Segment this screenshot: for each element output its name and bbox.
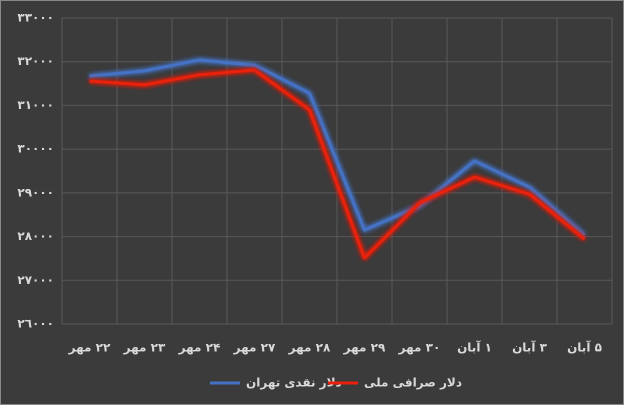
y-tick-label: ٢٨٠٠٠: [17, 229, 54, 243]
y-tick-label: ٣٣٠٠٠: [17, 11, 54, 25]
y-tick-label: ٣٢٠٠٠: [17, 54, 54, 68]
x-tick-label: ۲۲ مهر: [68, 341, 111, 355]
legend-label: دلار صرافی ملی: [364, 376, 462, 390]
x-tick-label: ۱ آبان: [457, 340, 492, 355]
legend-label: دلار نقدی تهران: [246, 376, 342, 390]
y-tick-label: ٣٠٠٠٠: [17, 142, 54, 156]
y-tick-label: ٢٧٠٠٠: [17, 273, 54, 287]
y-tick-label: ٣١٠٠٠: [17, 98, 54, 112]
x-tick-label: ۲۴ مهر: [178, 341, 221, 355]
y-tick-label: ٢٦٠٠٠: [17, 317, 54, 331]
series-line: [89, 58, 586, 237]
x-tick-label: ۲۷ مهر: [233, 341, 276, 355]
y-tick-label: ٢٩٠٠٠: [17, 185, 54, 199]
x-tick-label: ۲۳ مهر: [123, 341, 166, 355]
series-line: [89, 68, 586, 260]
x-tick-label: ۳ آبان: [512, 340, 548, 355]
x-tick-label: ۲۸ مهر: [288, 341, 331, 355]
x-tick-label: ۵ آبان: [567, 340, 602, 355]
x-tick-label: ۲۹ مهر: [343, 341, 386, 355]
x-tick-label: ۳۰ مهر: [398, 341, 441, 355]
